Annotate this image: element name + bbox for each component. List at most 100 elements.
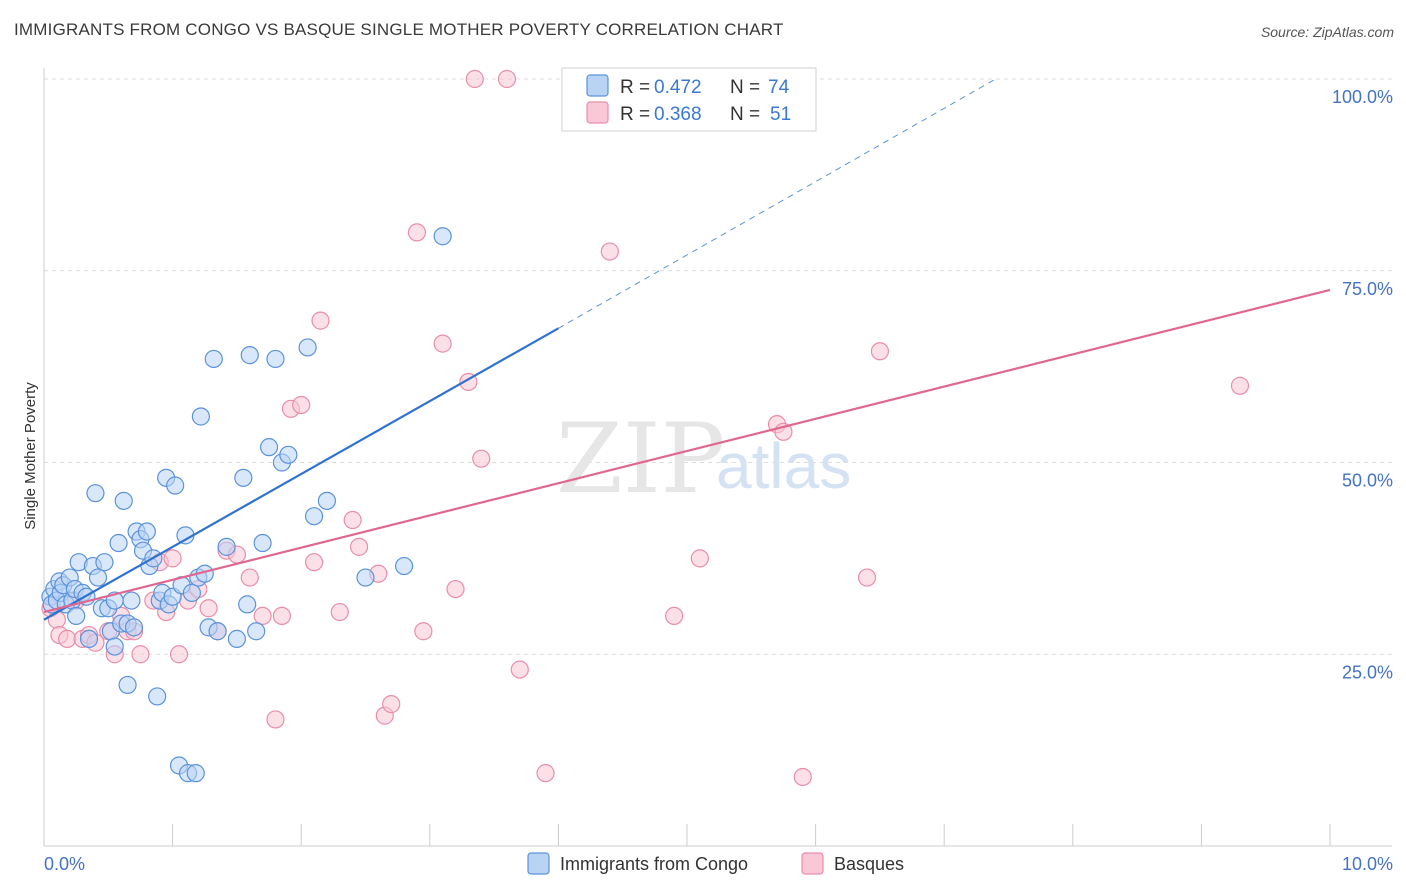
congo-point-20 xyxy=(95,553,114,572)
basque-point-32 xyxy=(311,311,330,330)
congo-point-58 xyxy=(227,629,246,649)
y-axis-label: Single Mother Poverty xyxy=(22,382,39,530)
basque-point-55 xyxy=(793,767,812,787)
congo-point-67 xyxy=(279,445,298,464)
basque-point-28 xyxy=(272,606,292,626)
congo-point-17 xyxy=(86,484,105,503)
congo-point-71 xyxy=(356,568,375,587)
stats-n-value-congo: 74 xyxy=(768,77,790,98)
watermark-atlas: atlas xyxy=(716,430,851,502)
stats-n-label-congo: N = xyxy=(730,77,760,98)
basque-point-57 xyxy=(870,342,890,361)
congo-point-27 xyxy=(114,491,133,510)
x-tick-label-0: 0.0% xyxy=(44,854,85,874)
congo-point-62 xyxy=(247,622,266,641)
legend-swatch-basque xyxy=(801,852,824,875)
stats-r-value-congo: 0.472 xyxy=(654,77,702,98)
stats-n-label-basque: N = xyxy=(730,104,760,125)
watermark: ZIP atlas xyxy=(556,403,851,515)
basque-point-18 xyxy=(169,645,189,664)
congo-point-38 xyxy=(148,687,167,706)
basque-point-26 xyxy=(253,606,272,626)
basque-point-56 xyxy=(857,568,877,587)
basque-point-50 xyxy=(665,606,684,626)
basque-point-35 xyxy=(349,537,369,556)
source-label: Source: ZipAtlas.com xyxy=(1260,24,1394,40)
legend: Immigrants from Congo Basques xyxy=(527,852,904,875)
basque-point-33 xyxy=(330,602,349,622)
basque-point-40 xyxy=(414,622,433,641)
congo-point-60 xyxy=(238,595,257,614)
basque-point-21 xyxy=(199,599,218,618)
congo-point-52 xyxy=(191,407,210,426)
stats-r-label-congo: R = xyxy=(620,77,650,98)
congo-trend-extension xyxy=(558,78,996,329)
y-tick-label-2: 75.0% xyxy=(1342,279,1393,299)
legend-swatch-congo xyxy=(527,852,550,875)
basque-point-30 xyxy=(292,395,311,415)
stats-r-label-basque: R = xyxy=(620,104,650,125)
tick-labels: 25.0% 50.0% 75.0% 100.0% 0.0% 10.0% xyxy=(44,87,1393,874)
basque-point-58 xyxy=(1230,376,1250,395)
congo-point-11 xyxy=(67,606,86,626)
basque-point-39 xyxy=(407,223,427,242)
basque-point-17 xyxy=(163,549,182,568)
basque-point-46 xyxy=(497,69,517,89)
congo-point-70 xyxy=(317,491,337,510)
congo-point-69 xyxy=(304,507,324,526)
congo-point-35 xyxy=(137,522,156,541)
y-tick-label-1: 50.0% xyxy=(1342,471,1393,491)
congo-point-61 xyxy=(240,346,259,365)
congo-point-25 xyxy=(109,533,128,553)
congo-point-15 xyxy=(79,629,99,649)
basque-point-13 xyxy=(131,645,150,664)
congo-point-24 xyxy=(105,637,124,656)
congo-point-72 xyxy=(394,556,414,576)
congo-point-73 xyxy=(433,227,452,246)
congo-point-49 xyxy=(182,583,201,602)
axes xyxy=(43,68,1392,847)
congo-point-64 xyxy=(259,438,279,457)
basque-point-49 xyxy=(600,242,619,261)
basque-point-31 xyxy=(304,553,324,572)
basque-point-1 xyxy=(47,610,66,629)
basque-point-41 xyxy=(433,334,452,353)
chart-title: IMMIGRANTS FROM CONGO VS BASQUE SINGLE M… xyxy=(14,20,784,39)
congo-point-31 xyxy=(124,618,144,637)
stats-r-value-basque: 0.368 xyxy=(654,104,702,125)
congo-trend-line xyxy=(43,327,559,621)
congo-point-44 xyxy=(166,476,185,495)
watermark-zip: ZIP xyxy=(556,403,725,515)
basque-point-48 xyxy=(536,764,555,783)
stats-box: R = 0.472 N = 74 R = 0.368 N = 51 xyxy=(561,67,817,132)
congo-point-59 xyxy=(234,468,253,487)
congo-point-30 xyxy=(122,591,141,610)
stats-swatch-basque xyxy=(586,101,609,124)
congo-point-56 xyxy=(208,622,227,641)
basque-point-44 xyxy=(465,69,484,89)
y-tick-label-0: 25.0% xyxy=(1342,662,1393,682)
basque-point-25 xyxy=(240,568,259,587)
congo-point-18 xyxy=(88,568,108,587)
x-tick-label-1: 10.0% xyxy=(1342,854,1393,874)
congo-point-57 xyxy=(217,537,236,556)
basque-point-34 xyxy=(343,510,362,530)
basque-point-45 xyxy=(472,449,491,468)
congo-point-50 xyxy=(186,764,205,783)
legend-label-basque: Basques xyxy=(834,854,904,874)
basque-point-27 xyxy=(266,710,285,729)
congo-point-28 xyxy=(118,675,137,695)
trend-lines xyxy=(43,78,1331,621)
legend-label-congo: Immigrants from Congo xyxy=(560,854,748,874)
grid-lines xyxy=(44,78,1392,655)
stats-n-value-basque: 51 xyxy=(770,104,791,125)
basque-point-47 xyxy=(510,660,529,679)
congo-point-63 xyxy=(253,533,272,553)
basque-point-38 xyxy=(382,695,401,714)
basque-trend-line xyxy=(43,288,1331,614)
stats-swatch-congo xyxy=(586,74,609,97)
congo-point-55 xyxy=(204,349,223,369)
basque-point-3 xyxy=(58,629,77,649)
y-tick-label-3: 100.0% xyxy=(1332,87,1393,107)
